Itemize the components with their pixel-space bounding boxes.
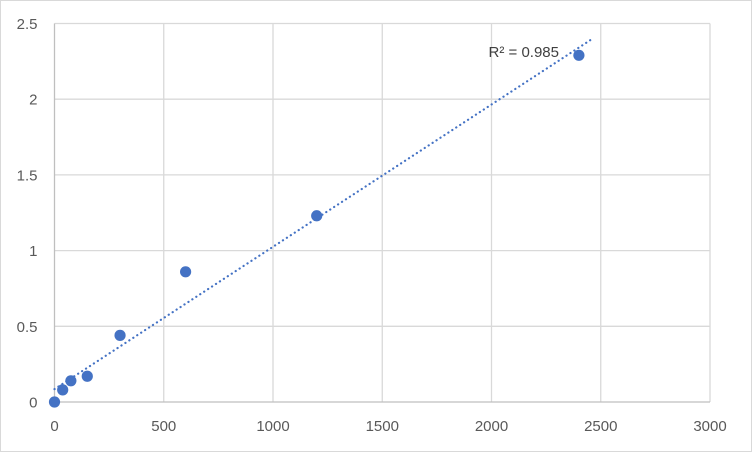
y-axis-tick-label: 0.5 [17,319,38,336]
data-point[interactable] [180,266,192,278]
x-axis-tick-label: 1000 [256,418,289,435]
data-point[interactable] [81,370,93,382]
data-point[interactable] [65,375,77,387]
data-point[interactable] [573,49,585,61]
trendline [53,37,594,391]
x-axis-tick-label: 1500 [366,418,399,435]
data-point[interactable] [48,396,61,408]
x-axis-tick-label: 500 [151,418,176,435]
y-axis-tick-label: 2 [29,92,37,109]
y-axis-tick-label: 0 [29,395,37,412]
y-axis-tick-label: 1 [29,243,37,260]
data-point[interactable] [57,384,69,396]
x-axis-tick-label: 2000 [475,418,508,435]
r-squared-label: R² = 0.985 [489,44,559,61]
data-point[interactable] [311,210,323,222]
x-axis-tick-label: 2500 [584,418,617,435]
x-axis-tick-label: 3000 [693,418,726,435]
y-axis-tick-label: 2.5 [17,16,38,33]
data-point[interactable] [114,329,126,341]
y-axis-tick-label: 1.5 [17,167,38,184]
x-axis-tick-label: 0 [50,418,58,435]
